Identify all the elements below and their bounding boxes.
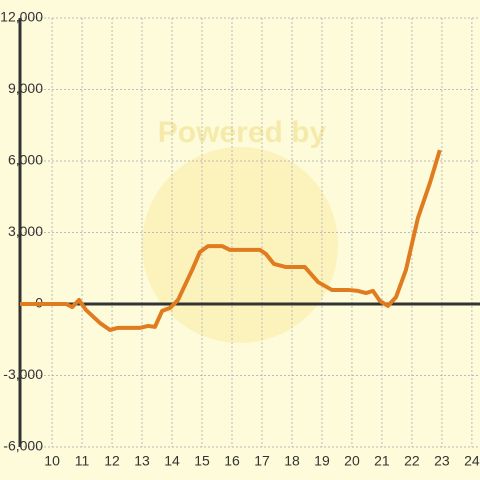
x-tick-label: 22 bbox=[404, 453, 420, 469]
x-tick-label: 15 bbox=[194, 453, 210, 469]
x-tick-label: 21 bbox=[374, 453, 390, 469]
x-tick-label: 24 bbox=[464, 453, 480, 469]
x-tick-label: 19 bbox=[314, 453, 330, 469]
y-tick-label: -6,000 bbox=[3, 438, 43, 454]
x-tick-label: 16 bbox=[224, 453, 240, 469]
x-tick-label: 10 bbox=[44, 453, 60, 469]
x-tick-label: 17 bbox=[254, 453, 270, 469]
data-line bbox=[20, 149, 442, 332]
grid bbox=[20, 17, 480, 448]
x-tick-label: 13 bbox=[134, 453, 150, 469]
x-tick-label: 11 bbox=[75, 453, 90, 469]
x-tick-label: 12 bbox=[104, 453, 120, 469]
y-tick-label: 9,000 bbox=[8, 80, 43, 96]
x-tick-label: 14 bbox=[164, 453, 180, 469]
x-tick-label: 18 bbox=[284, 453, 300, 469]
x-tick-label: 20 bbox=[344, 453, 360, 469]
watermark-logo bbox=[142, 147, 338, 343]
watermark: Powered by bbox=[158, 116, 327, 149]
y-tick-label: 6,000 bbox=[8, 152, 43, 168]
y-tick-label: 12,000 bbox=[0, 9, 43, 25]
y-tick-label: -3,000 bbox=[3, 366, 43, 382]
y-tick-label: 3,000 bbox=[8, 223, 43, 239]
x-tick-label: 23 bbox=[434, 453, 450, 469]
